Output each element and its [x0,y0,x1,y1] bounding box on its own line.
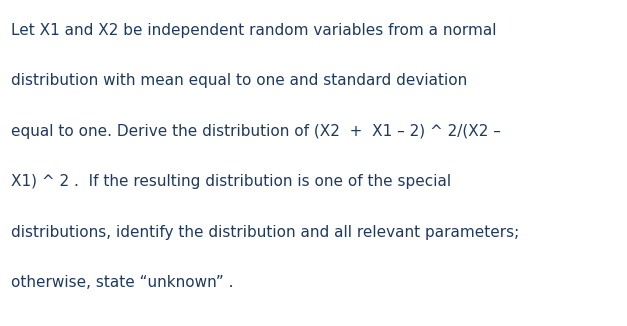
Text: otherwise, state “unknown” .: otherwise, state “unknown” . [11,275,234,290]
Text: equal to one. Derive the distribution of (X2  +  X1 – 2) ^ 2/(X2 –: equal to one. Derive the distribution of… [11,124,501,139]
Text: distributions, identify the distribution and all relevant parameters;: distributions, identify the distribution… [11,225,520,240]
Text: distribution with mean equal to one and standard deviation: distribution with mean equal to one and … [11,73,468,88]
Text: Let X1 and X2 be independent random variables from a normal: Let X1 and X2 be independent random vari… [11,23,497,38]
Text: X1) ^ 2 .  If the resulting distribution is one of the special: X1) ^ 2 . If the resulting distribution … [11,174,451,189]
